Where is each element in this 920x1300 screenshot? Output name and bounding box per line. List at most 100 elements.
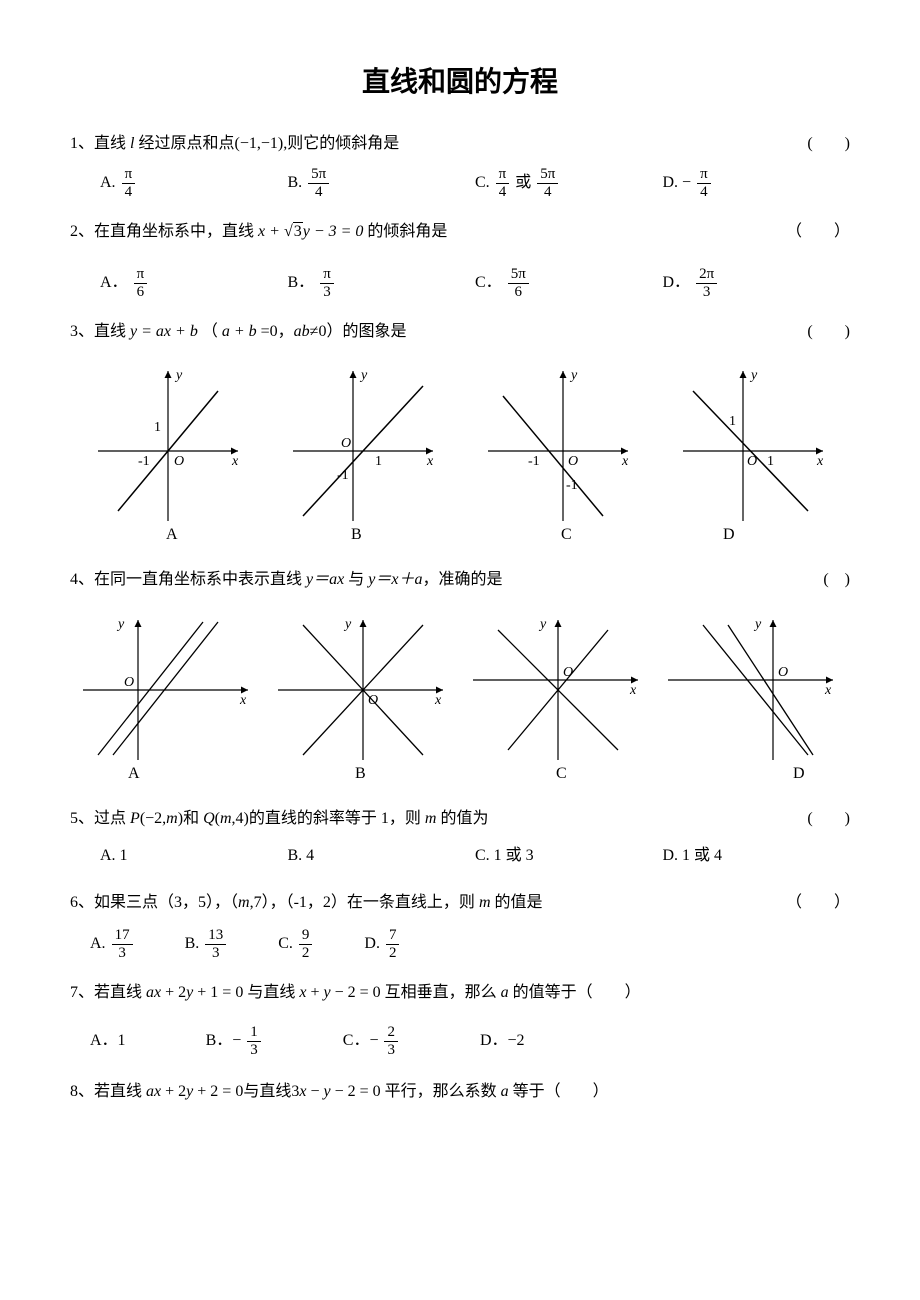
q1-optC-label: C. [475, 169, 490, 198]
q4-graphs: y x O A y x O B y x O C y x O D [70, 610, 850, 780]
frac-n: π [697, 167, 711, 184]
question-6: 6、如果三点（3，5），（m,7），（-1，2）在一条直线上，则 m 的值是 （… [70, 889, 850, 961]
q5-paren: ( ) [807, 805, 850, 834]
q1-optD-label: D. − [663, 169, 692, 198]
question-1: 1、直线 l 经过原点和点(−1,−1),则它的倾斜角是 ( ) A.π4 B.… [70, 130, 850, 200]
q2-text-a: 在直角坐标系中，直线 [94, 223, 258, 240]
svg-text:-1: -1 [337, 468, 349, 483]
q1-text: 直线 l 经过原点和点(−1,−1),则它的倾斜角是 [94, 135, 399, 152]
svg-text:y: y [359, 368, 368, 383]
svg-text:x: x [426, 454, 434, 469]
frac-n: 7 [386, 928, 400, 945]
svg-text:y: y [343, 617, 352, 632]
svg-text:x: x [434, 693, 442, 708]
q7-optB-label: B．− [206, 1027, 242, 1056]
q1-paren: ( ) [807, 130, 850, 159]
svg-text:x: x [621, 454, 629, 469]
frac-n: 5π [308, 167, 329, 184]
q6-optD-label: D. [364, 930, 380, 959]
q3-num: 3、 [70, 323, 94, 340]
q4-num: 4、 [70, 571, 94, 588]
frac-n: π [320, 267, 334, 284]
frac-n: 5π [537, 167, 558, 184]
q1-cmid: 或 [515, 169, 531, 198]
q7-optC-label: C．− [343, 1027, 379, 1056]
frac-n: π [122, 167, 136, 184]
svg-text:1: 1 [729, 414, 736, 429]
q3-graph-d: x y O 1 1 D [673, 361, 833, 541]
svg-text:O: O [563, 665, 573, 680]
q8-num: 8、 [70, 1083, 94, 1100]
q5-optB: B. 4 [288, 842, 476, 871]
q4-label-c: C [556, 765, 567, 780]
q1-optA-label: A. [100, 169, 116, 198]
frac-n: 2π [696, 267, 717, 284]
q2-expr-l: x + [258, 223, 284, 240]
page-title: 直线和圆的方程 [70, 60, 850, 100]
question-5: 5、过点 P(−2,m)和 Q(m,4)的直线的斜率等于 1，则 m 的值为 (… [70, 805, 850, 871]
svg-text:-1: -1 [528, 454, 540, 469]
q1-optB-label: B. [288, 169, 303, 198]
frac-d: 4 [122, 184, 136, 200]
svg-text:O: O [368, 693, 378, 708]
q3-graphs: x y O -1 1 A x y O 1 -1 B x y O -1 -1 C … [70, 361, 850, 541]
sqrt3: 3 [293, 222, 303, 240]
q4-text: 在同一直角坐标系中表示直线 y＝ax 与 y＝x＋a，准确的是 [94, 571, 502, 588]
q2-optC-label: C． [475, 269, 502, 298]
frac-d: 6 [134, 284, 148, 300]
q5-optA: A. 1 [100, 842, 288, 871]
q3-paren: ( ) [807, 318, 850, 347]
svg-text:O: O [174, 454, 184, 469]
q8-text: 若直线 ax + 2y + 2 = 0与直线3x − y − 2 = 0 平行，… [94, 1083, 609, 1100]
q6-optB-label: B. [185, 930, 200, 959]
q2-text-b: 的倾斜角是 [363, 223, 447, 240]
q1-num: 1、 [70, 135, 94, 152]
frac-d: 3 [700, 284, 714, 300]
svg-text:y: y [753, 617, 762, 632]
q3-label-d: D [723, 526, 735, 541]
frac-n: 2 [384, 1025, 398, 1042]
q1-options: A.π4 B.5π4 C. π4 或 5π4 D. −π4 [70, 167, 850, 200]
q2-optB-label: B． [288, 269, 315, 298]
frac-d: 4 [312, 184, 326, 200]
q2-num: 2、 [70, 223, 94, 240]
svg-text:1: 1 [767, 454, 774, 469]
frac-n: 1 [247, 1025, 261, 1042]
q5-optC: C. 1 或 3 [475, 842, 663, 871]
svg-text:y: y [538, 617, 547, 632]
svg-text:y: y [116, 617, 125, 632]
frac-n: 17 [112, 928, 133, 945]
frac-d: 4 [541, 184, 555, 200]
frac-n: 13 [205, 928, 226, 945]
q5-options: A. 1 B. 4 C. 1 或 3 D. 1 或 4 [70, 842, 850, 871]
svg-text:y: y [749, 368, 758, 383]
q4-graph-b: y x O B [273, 610, 453, 780]
svg-text:y: y [569, 368, 578, 383]
q4-graph-c: y x O C [468, 610, 648, 780]
svg-text:x: x [816, 454, 824, 469]
q4-graph-a: y x O A [78, 610, 258, 780]
svg-text:O: O [568, 454, 578, 469]
q4-label-b: B [355, 765, 366, 780]
svg-text:-1: -1 [138, 454, 150, 469]
question-4: 4、在同一直角坐标系中表示直线 y＝ax 与 y＝x＋a，准确的是 ( ) [70, 566, 850, 595]
frac-n: 5π [508, 267, 529, 284]
q3-text: 直线 y = ax + b （ a + b =0，ab≠0）的图象是 [94, 323, 406, 340]
q7-text: 若直线 ax + 2y + 1 = 0 与直线 x + y − 2 = 0 互相… [94, 984, 641, 1001]
q2-expr-r: y − 3 = 0 [303, 223, 364, 240]
frac-d: 3 [115, 945, 129, 961]
svg-text:O: O [778, 665, 788, 680]
svg-text:-1: -1 [566, 478, 578, 493]
svg-text:1: 1 [154, 420, 161, 435]
svg-text:x: x [824, 683, 832, 698]
q2-paren: （ ） [786, 218, 850, 247]
q5-text: 过点 P(−2,m)和 Q(m,4)的直线的斜率等于 1，则 m 的值为 [94, 810, 488, 827]
frac-n: 9 [299, 928, 313, 945]
q7-optD: D．−2 [480, 1027, 525, 1056]
svg-text:x: x [239, 693, 247, 708]
frac-n: π [134, 267, 148, 284]
question-8: 8、若直线 ax + 2y + 2 = 0与直线3x − y − 2 = 0 平… [70, 1078, 850, 1107]
q6-optA-label: A. [90, 930, 106, 959]
q2-optA-label: A． [100, 269, 128, 298]
q4-label-a: A [128, 765, 140, 780]
